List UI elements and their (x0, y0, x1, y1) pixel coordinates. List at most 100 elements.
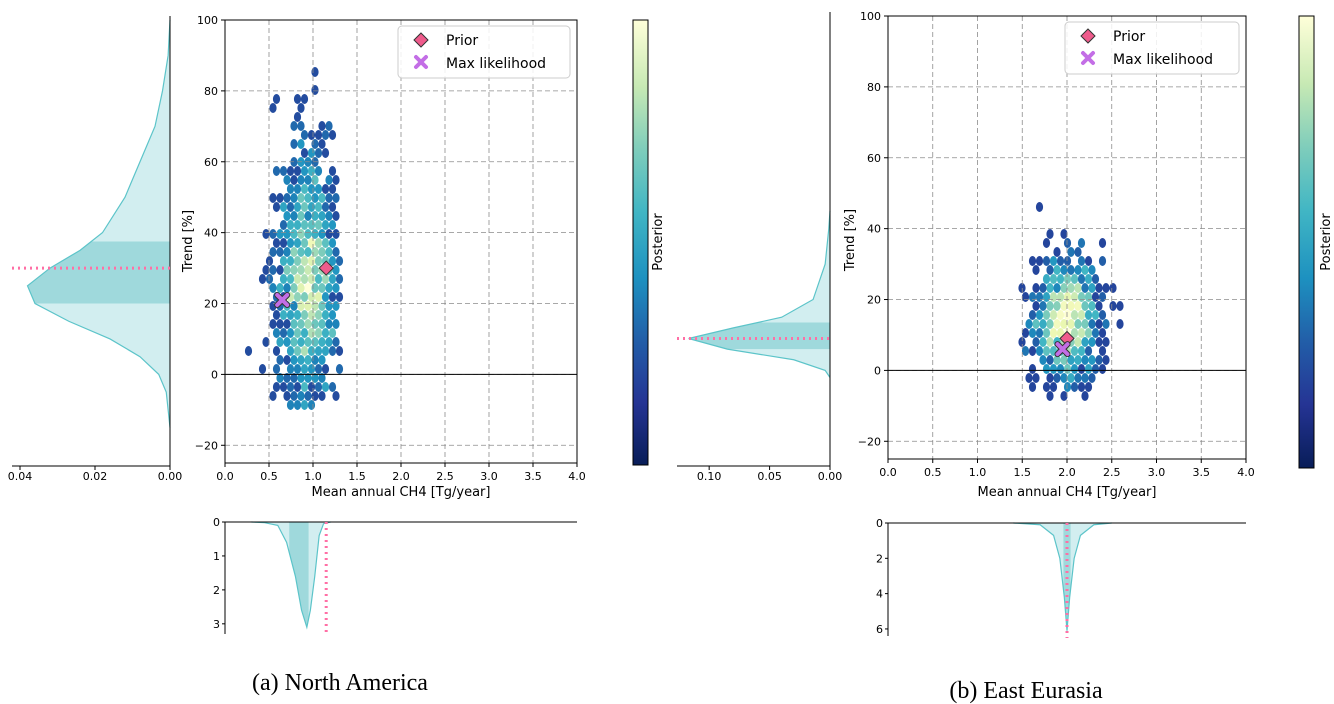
hexbin-cell (1063, 274, 1072, 284)
x-ticks: 0.0 0.5 1.0 1.5 2.0 2.5 3.0 3.5 4.0 (879, 459, 1255, 479)
hexbin-cell (297, 301, 305, 311)
hexbin-cell (304, 391, 312, 401)
density-tick-label: 6 (876, 623, 883, 636)
hexbin-cell (311, 139, 319, 149)
hexbin-cell (290, 283, 298, 293)
hexbin-cell (1028, 292, 1037, 302)
panel-east-eurasia: 0.0 0.5 1.0 1.5 2.0 2.5 3.0 3.5 4.0 −20020406080… (677, 10, 1334, 704)
hexbin-cell (325, 247, 333, 257)
hexbin-cell (269, 265, 277, 275)
hexbin-cell (325, 121, 333, 131)
panel-north-america: 0.0 0.5 1.0 1.5 2.0 2.5 3.0 3.5 4.0 −20020406080… (8, 14, 666, 696)
hexbin-cell (1049, 274, 1058, 284)
hexbin-cell (1091, 364, 1100, 374)
hexbin-cell (314, 220, 323, 230)
hexbin-cell (286, 400, 295, 410)
y-tick-label: 0 (874, 364, 881, 377)
hexbin-cell (297, 229, 305, 239)
hexbin-cell (1095, 337, 1103, 347)
hexbin-cell (1060, 391, 1068, 401)
hexbin-cell (286, 256, 295, 266)
hexbin-cell (279, 328, 288, 338)
hexbin-cell (325, 301, 333, 311)
hexbin-cell (321, 202, 330, 212)
hexbin-cell (1084, 292, 1093, 302)
hexbin-cell (1070, 310, 1079, 320)
legend-max-likelihood-label: Max likelihood (1113, 52, 1213, 68)
hexbin-cell (1039, 283, 1047, 293)
hexbin-cell (1056, 256, 1065, 266)
credible-band (289, 522, 309, 628)
hexbin-cell (325, 193, 333, 203)
hexbin-cell (307, 202, 316, 212)
hexbin-cell (1049, 382, 1058, 392)
hexbin-cell (1053, 355, 1061, 365)
hexbin-cell (1049, 364, 1058, 374)
density-tick-label: 4 (876, 588, 883, 601)
hexbin-cell (314, 328, 323, 338)
x-tick-label: 3.0 (1148, 466, 1166, 479)
hexbin-cell (1067, 319, 1075, 329)
hexbin-cell (332, 211, 340, 221)
hexbin-cell (314, 202, 323, 212)
hexbin-cell (300, 148, 309, 158)
colorbar (632, 19, 649, 466)
hexbin-cell (272, 346, 281, 356)
hexbin-cell (332, 229, 340, 239)
hexbin-cell (1077, 238, 1086, 248)
hexbin-cell (283, 229, 291, 239)
hexbin-cell (1046, 301, 1054, 311)
hexbin-cell (1032, 373, 1040, 383)
density-tick-label: 0.04 (8, 470, 33, 483)
hexbin-cell (328, 310, 337, 320)
hexbin-cell (328, 238, 337, 248)
hexbin-cell (269, 319, 277, 329)
hexbin-cell (304, 193, 312, 203)
hexbin-cell (321, 148, 330, 158)
hexbin-cell (321, 292, 330, 302)
hexbin-cell (297, 175, 305, 185)
hexbin-cell (283, 283, 291, 293)
hexbin-cell (290, 301, 298, 311)
max-likelihood-legend-marker (1081, 51, 1095, 65)
density-curve (688, 210, 831, 378)
hexbin-cell (1056, 310, 1065, 320)
hexbin-cell (293, 166, 302, 176)
y-tick-label: 0 (211, 368, 218, 381)
hexbin-cell (300, 202, 309, 212)
hexbin-cell (311, 283, 319, 293)
max-likelihood-marker (275, 292, 290, 307)
colorbar-label: Posterior (1319, 213, 1334, 271)
hexbin-cell (276, 265, 284, 275)
hexbin-cell (1067, 301, 1075, 311)
hexbin-cell (290, 175, 298, 185)
hexbin-cell (318, 283, 326, 293)
hexbin-cell (1025, 319, 1033, 329)
density-tick-label: 0 (213, 516, 220, 529)
hexbin-cell (279, 382, 288, 392)
hexbin-cell (258, 364, 267, 374)
hexbin-cell (283, 247, 291, 257)
hexbin-cell (1091, 328, 1100, 338)
hexbin-cell (1046, 265, 1054, 275)
hexbin-cell (307, 166, 316, 176)
hexbin-cell (297, 373, 305, 383)
hexbin-cell (304, 283, 312, 293)
hexbin-cell (297, 211, 305, 221)
hexbin-cell (314, 238, 323, 248)
hexbin-cell (276, 193, 284, 203)
hexbin-cell (1070, 274, 1079, 284)
hexbin-cell (1046, 283, 1054, 293)
y-tick-label: 40 (867, 223, 881, 236)
hexbin-cell (311, 229, 319, 239)
hexbin-cell (1035, 256, 1044, 266)
hexbin-cell (1095, 355, 1103, 365)
hexbin-cell (286, 238, 295, 248)
hexbin-cell (265, 256, 274, 266)
hexbin-cell (293, 94, 302, 104)
hexbin-cell (290, 391, 298, 401)
hexbin-cell (265, 274, 274, 284)
hexbin-cell (272, 94, 281, 104)
hexbin-cell (1098, 364, 1107, 374)
hexbin-cell (321, 274, 330, 284)
